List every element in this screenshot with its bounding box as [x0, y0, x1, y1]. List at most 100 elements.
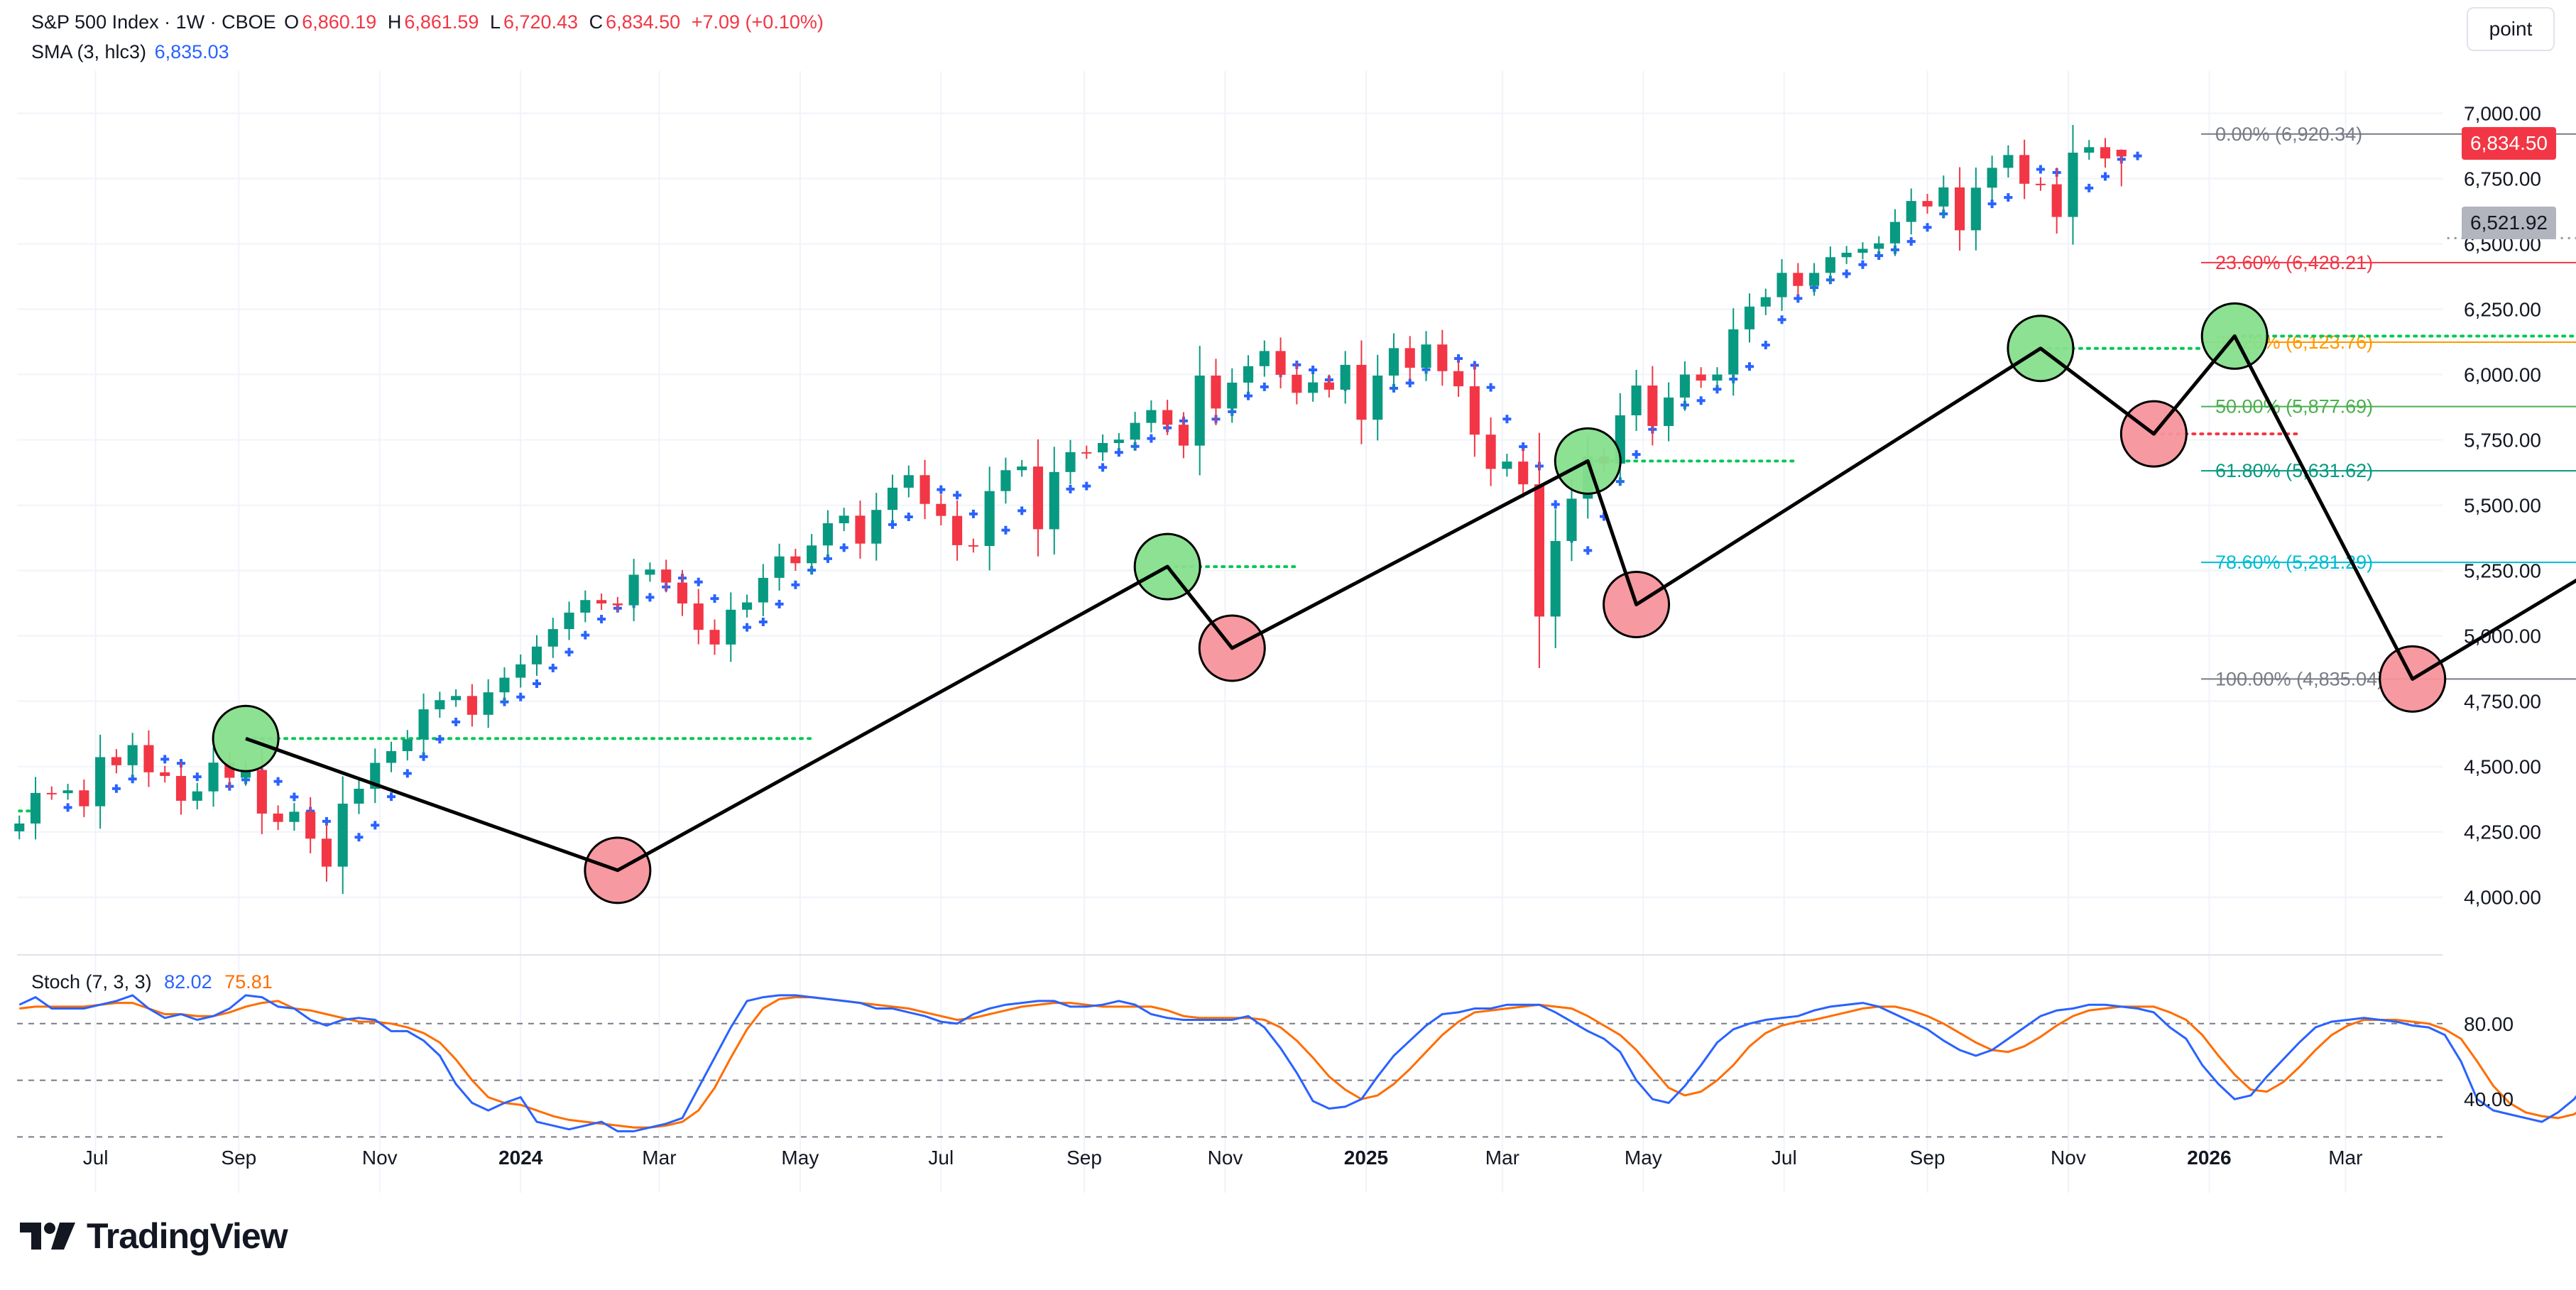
unit-button[interactable]: point — [2467, 7, 2555, 51]
candle-body — [1485, 434, 1496, 469]
sma-marker — [1923, 223, 1932, 232]
candle-body — [95, 757, 106, 807]
time-axis[interactable]: Jul Sep Nov 2024 Mar May Jul Sep Nov 2025 Mar May Ju… — [83, 1147, 2363, 1169]
candle-body — [1469, 386, 1480, 435]
sma-marker — [904, 512, 913, 521]
price-tick-label: 4,000.00 — [2464, 887, 2541, 909]
candle-body — [1065, 452, 1076, 472]
candle-body — [273, 813, 283, 822]
candle-body — [1550, 541, 1561, 617]
stoch-tick-label: 40.00 — [2464, 1088, 2514, 1110]
candle-body — [531, 646, 542, 665]
candle-body — [2116, 149, 2127, 157]
time-tick-label: May — [781, 1147, 819, 1169]
time-tick-label: Sep — [1066, 1147, 1102, 1169]
candle-body — [1906, 201, 1916, 222]
candle-body — [984, 491, 995, 547]
price-tick-label: 7,000.00 — [2464, 102, 2541, 124]
candle-body — [175, 775, 187, 801]
sma-marker — [387, 792, 396, 802]
candle-body — [1017, 466, 1027, 471]
candle-body — [321, 838, 332, 867]
time-tick-label: Nov — [2051, 1147, 2086, 1169]
time-tick-label: Nov — [362, 1147, 398, 1169]
tradingview-logo[interactable]: TradingView — [20, 1215, 288, 1257]
zigzag-path — [245, 334, 2576, 873]
candle-body — [1081, 452, 1092, 454]
candle-body — [774, 556, 785, 578]
sma-marker — [2085, 183, 2094, 192]
candle-body — [1437, 344, 1448, 371]
candle-body — [612, 603, 623, 606]
candle-body — [1453, 371, 1464, 387]
candle-body — [1162, 410, 1173, 425]
candle-body — [2019, 155, 2030, 184]
candle-body — [968, 545, 978, 547]
time-tick-label: Jul — [1772, 1147, 1797, 1169]
fibonacci-retracement: 0.00% (6,920.34)23.60% (6,428.21)38.20% … — [2201, 124, 2576, 689]
candle-body — [645, 569, 655, 575]
candle-body — [1292, 374, 1302, 393]
zigzag-line — [245, 334, 2576, 873]
candle-body — [564, 612, 574, 630]
candlestick-series — [14, 124, 2127, 895]
sma-marker — [2101, 172, 2110, 181]
price-tick-label: 5,750.00 — [2464, 430, 2541, 452]
sma-marker — [1632, 450, 1641, 459]
candle-body — [1631, 386, 1642, 415]
stochastic-panel — [17, 994, 2576, 1138]
close-value: 6,834.50 — [606, 11, 681, 33]
sma-marker — [645, 593, 655, 602]
candle-body — [871, 510, 882, 544]
candle-body — [1259, 351, 1270, 366]
candle-body — [661, 569, 672, 583]
sma-marker — [354, 833, 364, 842]
sma-marker — [2133, 151, 2142, 160]
sma-marker — [1696, 396, 1705, 405]
candle-body — [822, 523, 833, 546]
candle-body — [1275, 351, 1286, 375]
candle-body — [1696, 374, 1706, 381]
low-value: 6,720.43 — [503, 11, 579, 33]
high-label: H — [387, 11, 402, 33]
fib-level-label: 0.00% (6,920.34) — [2215, 124, 2362, 145]
candle-body — [1372, 376, 1383, 420]
main-pane-bg — [17, 71, 2443, 966]
sma-marker — [533, 679, 541, 689]
sma-marker — [1486, 383, 1495, 392]
price-tick-label: 5,500.00 — [2464, 495, 2541, 517]
sma-marker — [1858, 260, 1867, 269]
sma-marker — [403, 769, 412, 778]
candle-body — [111, 757, 121, 765]
sma-marker — [160, 755, 170, 764]
time-tick-label: Mar — [1485, 1147, 1519, 1169]
candle-body — [741, 602, 753, 610]
time-tick-label: Sep — [221, 1147, 256, 1169]
candle-body — [79, 790, 89, 807]
candle-body — [256, 770, 267, 814]
candle-body — [2051, 184, 2062, 217]
sma-marker — [452, 717, 461, 726]
price-tick-label: 6,250.00 — [2464, 299, 2541, 321]
candle-body — [628, 574, 639, 606]
candle-body — [160, 772, 170, 776]
fib-level-label: 23.60% (6,428.21) — [2215, 252, 2373, 273]
sma-marker — [1017, 506, 1027, 515]
sma-marker — [1309, 366, 1318, 375]
candle-body — [596, 600, 607, 603]
stoch-d-line — [19, 996, 2576, 1129]
sma-marker — [1147, 434, 1156, 443]
sma-marker — [953, 491, 962, 500]
sma-marker — [1066, 484, 1075, 493]
candle-body — [1793, 273, 1803, 286]
candle-body — [14, 823, 25, 831]
candle-body — [1388, 348, 1399, 376]
sma-marker — [2036, 165, 2045, 174]
candle-body — [143, 745, 154, 772]
sma-marker — [694, 577, 703, 586]
sma-marker — [758, 618, 768, 627]
stoch-label: Stoch (7, 3, 3) — [31, 971, 152, 993]
sma-marker — [1260, 382, 1269, 391]
time-tick-label: Nov — [1208, 1147, 1243, 1169]
